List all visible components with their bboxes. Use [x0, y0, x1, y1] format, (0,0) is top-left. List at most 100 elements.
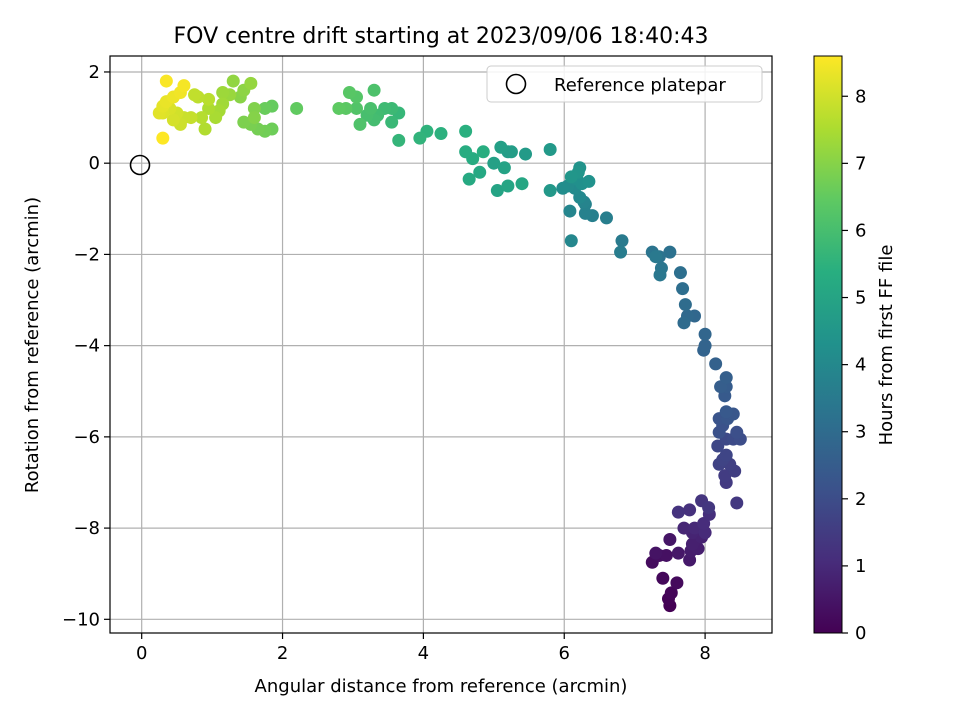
- x-tick-label: 4: [418, 643, 429, 664]
- data-point: [614, 245, 628, 259]
- data-point: [649, 546, 663, 560]
- data-point: [490, 184, 504, 198]
- x-axis-label: Angular distance from reference (arcmin): [255, 676, 628, 697]
- data-point: [198, 122, 212, 136]
- data-point: [730, 425, 744, 439]
- colorbar-tick-label: 2: [855, 489, 866, 510]
- data-point: [600, 211, 613, 225]
- data-point: [476, 145, 490, 159]
- data-point: [698, 327, 712, 341]
- data-point: [719, 448, 733, 462]
- data-point: [459, 145, 473, 159]
- data-point: [216, 85, 230, 99]
- y-axis-ticks: −10 −8 −6 −4 −2 0 2: [62, 62, 110, 630]
- data-point: [543, 184, 557, 198]
- data-point: [671, 546, 685, 560]
- y-tick-label: −8: [73, 518, 100, 539]
- data-point: [188, 88, 202, 102]
- data-point: [653, 268, 667, 282]
- data-point: [718, 469, 732, 483]
- data-point: [497, 161, 511, 175]
- plot-frame: [109, 55, 773, 634]
- y-tick-label: −10: [62, 609, 100, 630]
- data-point: [473, 165, 487, 179]
- y-tick-label: −2: [73, 244, 100, 265]
- grid-lines: [110, 56, 772, 633]
- data-point: [504, 145, 518, 159]
- data-point: [676, 282, 690, 296]
- data-point: [166, 113, 180, 127]
- colorbar-ticks: 0 1 2 3 4 5 6 7 8: [842, 86, 866, 644]
- data-point: [392, 133, 406, 147]
- data-point: [670, 576, 684, 590]
- data-point: [556, 181, 570, 195]
- legend: Reference platepar: [486, 65, 763, 103]
- data-point: [177, 79, 191, 93]
- colorbar-tick-label: 0: [855, 623, 866, 644]
- x-tick-label: 6: [559, 643, 570, 664]
- colorbar-tick-label: 5: [855, 288, 866, 309]
- data-point: [709, 357, 723, 371]
- colorbar-tick-label: 6: [855, 220, 866, 241]
- y-tick-label: −6: [73, 427, 100, 448]
- colorbar-tick-label: 8: [855, 86, 866, 107]
- data-point: [664, 586, 678, 600]
- data-point: [237, 115, 251, 129]
- data-point: [156, 131, 170, 145]
- data-point: [578, 206, 592, 220]
- reference-marker: [129, 154, 151, 176]
- data-point: [494, 140, 508, 154]
- data-point: [202, 101, 216, 115]
- data-point: [501, 179, 515, 193]
- data-point: [385, 115, 399, 129]
- x-tick-label: 0: [136, 643, 147, 664]
- data-point: [656, 571, 670, 585]
- data-points: [152, 74, 747, 613]
- data-point: [459, 124, 473, 138]
- data-point: [719, 405, 733, 419]
- data-point: [209, 111, 223, 125]
- data-point: [462, 172, 476, 186]
- data-point: [730, 496, 744, 510]
- data-point: [678, 298, 692, 312]
- data-point: [683, 503, 697, 517]
- data-point: [195, 111, 209, 125]
- data-point: [564, 234, 578, 248]
- colorbar-tick-label: 4: [855, 355, 866, 376]
- data-point: [649, 250, 663, 264]
- chart-title: FOV centre drift starting at 2023/09/06 …: [174, 24, 709, 49]
- data-point: [487, 156, 501, 170]
- data-point: [671, 505, 685, 519]
- data-point: [564, 170, 578, 184]
- data-point: [685, 537, 699, 551]
- colorbar-label: Hours from first FF file: [876, 245, 897, 446]
- data-point: [434, 127, 448, 141]
- y-tick-label: 2: [89, 62, 100, 83]
- data-point: [719, 371, 733, 385]
- data-point: [677, 316, 691, 330]
- y-axis-label: Rotation from reference (arcmin): [22, 197, 43, 493]
- data-point: [159, 74, 173, 88]
- colorbar: [813, 55, 843, 634]
- data-point: [290, 101, 304, 115]
- data-point: [353, 117, 367, 131]
- data-point: [342, 85, 356, 99]
- colorbar-tick-label: 3: [855, 422, 866, 443]
- data-point: [332, 101, 346, 115]
- data-point: [659, 548, 673, 562]
- data-point: [258, 101, 272, 115]
- colorbar-tick-label: 7: [855, 153, 866, 174]
- data-point: [226, 74, 240, 88]
- data-point: [367, 83, 381, 97]
- data-point: [364, 101, 378, 115]
- data-point: [615, 234, 629, 248]
- data-point: [519, 147, 533, 161]
- legend-marker: [505, 73, 527, 95]
- data-point: [663, 245, 677, 259]
- data-point: [202, 92, 216, 106]
- y-tick-label: 0: [89, 153, 100, 174]
- colorbar-tick-label: 1: [855, 556, 866, 577]
- x-tick-label: 2: [277, 643, 288, 664]
- y-tick-label: −4: [73, 336, 100, 357]
